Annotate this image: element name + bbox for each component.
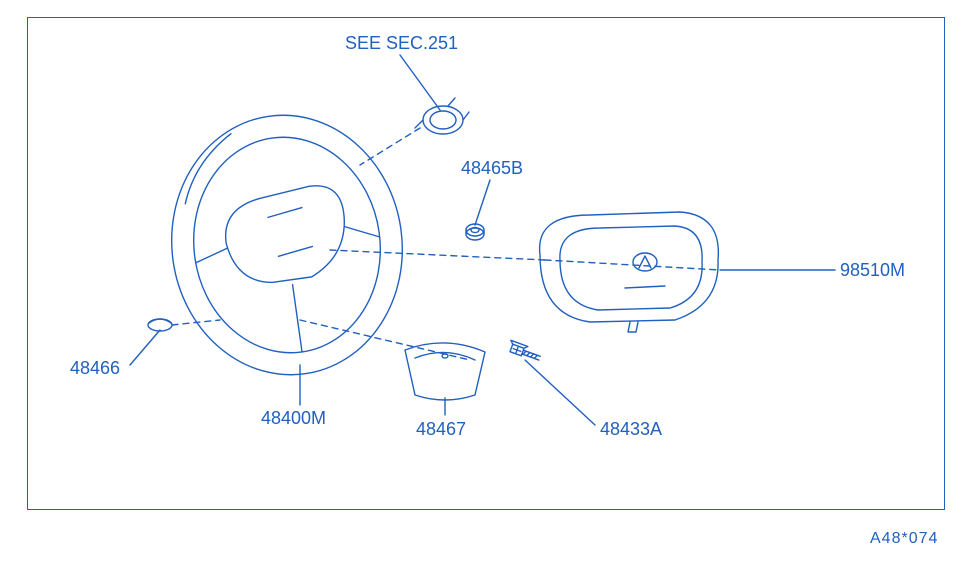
label-48433a: 48433A: [600, 419, 662, 440]
part-lid-dyn-damper: [148, 319, 172, 331]
label-see-sec: SEE SEC.251: [345, 33, 458, 54]
part-cover-48467: [405, 343, 485, 400]
diagram-stage: { "canvas": { "width": 975, "height": 56…: [0, 0, 975, 566]
label-48467: 48467: [416, 419, 466, 440]
diagram-svg: [0, 0, 975, 566]
leader-lines: [130, 55, 835, 425]
label-48466: 48466: [70, 358, 120, 379]
part-bolt-48433a: [507, 340, 542, 362]
part-cruise-switch: [415, 98, 469, 134]
part-steering-wheel: [155, 100, 419, 389]
footer-code: A48*074: [870, 530, 938, 548]
part-airbag-module: [540, 212, 719, 332]
label-48465b: 48465B: [461, 158, 523, 179]
label-48400m: 48400M: [261, 408, 326, 429]
label-98510m: 98510M: [840, 260, 905, 281]
part-nut-48465b: [466, 224, 484, 240]
